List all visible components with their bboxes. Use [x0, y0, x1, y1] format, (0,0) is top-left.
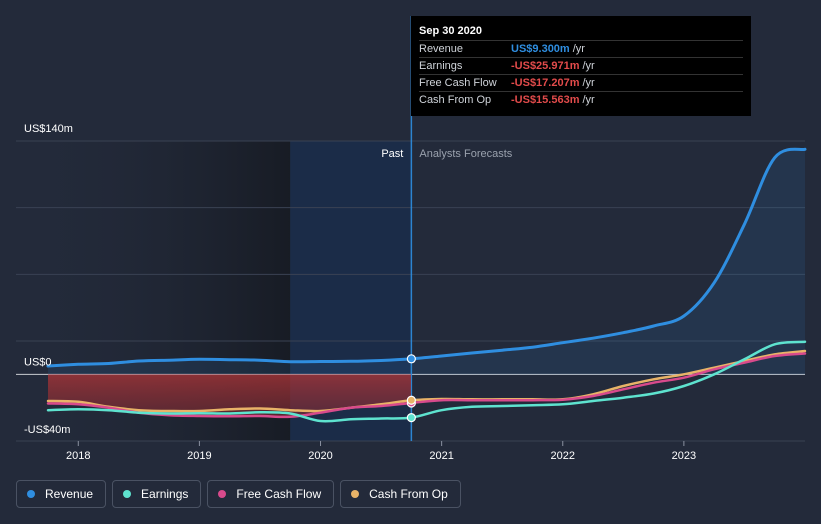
- earnings-dot-icon: [123, 490, 132, 498]
- x-tick-label: 2018: [66, 450, 90, 462]
- negative-area-group: [48, 374, 411, 417]
- legend-label: Earnings: [141, 487, 189, 501]
- x-tick-label: 2021: [429, 450, 453, 462]
- free-cash-flow-line: [46, 352, 807, 419]
- tooltip: Sep 30 2020 Revenue US$9.300m /yr Earnin…: [411, 16, 751, 116]
- tooltip-label: Cash From Op: [419, 94, 492, 106]
- tooltip-row-free-cash-flow: Free Cash Flow -US$17.207m /yr: [419, 74, 743, 91]
- x-tick-label: 2023: [672, 450, 696, 462]
- tooltip-row-cash-from-op: Cash From Op -US$15.563m /yr: [419, 91, 743, 108]
- legend-item-revenue[interactable]: Revenue: [16, 480, 107, 508]
- tooltip-row-revenue: Revenue US$9.300m /yr: [419, 40, 743, 57]
- x-tick-label: 2022: [551, 450, 575, 462]
- cash-from-op-dot-icon: [351, 490, 360, 498]
- revenue-marker: [406, 354, 416, 364]
- tooltip-date: Sep 30 2020: [419, 25, 482, 37]
- series-lines: [46, 147, 807, 423]
- x-tick-label: 2019: [187, 450, 211, 462]
- tooltip-row-earnings: Earnings -US$25.971m /yr: [419, 57, 743, 74]
- legend-label: Free Cash Flow: [236, 487, 322, 501]
- axis-labels: US$140m US$0 -US$40m 2018 2019 2020 2021 2022 20…: [24, 123, 696, 462]
- tooltip-unit: /yr: [582, 94, 595, 106]
- earnings-marker: [406, 413, 416, 423]
- revenue-line: [46, 147, 807, 368]
- legend-item-cash-from-op[interactable]: Cash From Op: [340, 480, 461, 508]
- tooltip-label: Earnings: [419, 60, 463, 72]
- revenue-area: [48, 149, 805, 375]
- financial-line-chart: US$140m US$0 -US$40m 2018 2019 2020 2021 2022 20…: [16, 16, 807, 462]
- current-value-markers: [406, 354, 416, 423]
- tooltip-value: -US$15.563m: [511, 94, 580, 106]
- y-axis-label: US$0: [24, 356, 52, 368]
- x-tick-label: 2020: [308, 450, 332, 462]
- legend-label: Revenue: [45, 487, 94, 501]
- cash-from-op-marker: [406, 395, 416, 405]
- chart-legend: Revenue Earnings Free Cash Flow Cash Fro…: [16, 480, 461, 508]
- legend-item-earnings[interactable]: Earnings: [112, 480, 202, 508]
- tooltip-value: -US$25.971m: [511, 60, 580, 72]
- cash-from-op-line: [46, 349, 807, 413]
- legend-item-free-cash-flow[interactable]: Free Cash Flow: [207, 480, 335, 508]
- negative-area: [48, 374, 411, 417]
- tooltip-value: -US$17.207m: [511, 77, 580, 89]
- revenue-dot-icon: [27, 490, 35, 498]
- free-cash-flow-dot-icon: [218, 490, 227, 498]
- past-label: Past: [381, 148, 403, 160]
- tooltip-value: US$9.300m: [511, 43, 570, 55]
- forecast-label: Analysts Forecasts: [419, 148, 512, 160]
- tooltip-unit: /yr: [582, 77, 595, 89]
- area-fills: [48, 149, 805, 417]
- y-axis-label: -US$40m: [24, 424, 70, 436]
- tooltip-unit: /yr: [572, 43, 585, 55]
- earnings-line: [46, 340, 807, 423]
- tooltip-label: Revenue: [419, 43, 464, 55]
- tooltip-label: Free Cash Flow: [419, 77, 497, 89]
- tooltip-unit: /yr: [582, 60, 595, 72]
- y-axis-label: US$140m: [24, 123, 73, 135]
- legend-label: Cash From Op: [369, 487, 448, 501]
